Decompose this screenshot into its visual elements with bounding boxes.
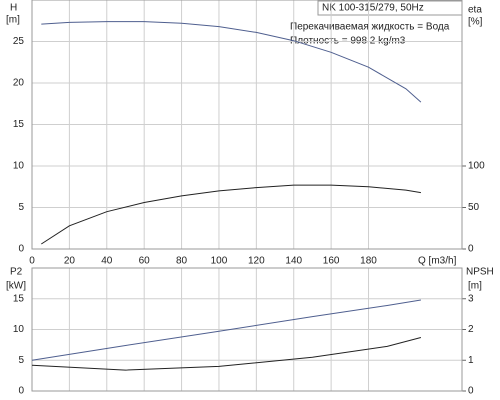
curve	[31, 299, 421, 361]
x-tick-label: 120	[248, 256, 265, 267]
x-tick-label: 100	[211, 256, 228, 267]
y2-tick-label: 0	[468, 244, 474, 255]
y2-tick-label: 0	[468, 386, 474, 397]
x-tick-label: 180	[360, 256, 377, 267]
y-tick-label: 5	[18, 202, 24, 213]
curve	[41, 21, 422, 103]
y-axis-unit: [kW]	[6, 281, 26, 292]
plot-frame	[31, 0, 463, 250]
x-axis-label: Q [m3/h]	[418, 256, 457, 267]
annotation: Перекачиваемая жидкость = Вода	[290, 22, 450, 33]
y2-axis-label: eta	[468, 5, 482, 16]
y2-tick-label: 3	[468, 293, 474, 304]
x-tick-label: 60	[139, 256, 151, 267]
y2-axis-label: NPSH	[466, 267, 494, 278]
chart-title: NK 100-315/279, 50Hz	[322, 3, 424, 14]
y-tick-label: 10	[13, 324, 25, 335]
x-tick-label: 160	[323, 256, 340, 267]
x-tick-label: 80	[176, 256, 188, 267]
y2-tick-label: 50	[468, 202, 480, 213]
y-tick-label: 0	[18, 244, 24, 255]
y-axis-label: H	[10, 3, 17, 14]
x-tick-label: 40	[101, 256, 113, 267]
y2-axis-unit: [m]	[468, 281, 482, 292]
y-tick-label: 15	[13, 293, 25, 304]
y-tick-label: 20	[13, 78, 25, 89]
y-tick-label: 5	[18, 355, 24, 366]
curve	[41, 184, 421, 245]
y-axis-label: P2	[10, 267, 23, 278]
y-tick-label: 15	[13, 119, 25, 130]
x-tick-label: 140	[285, 256, 302, 267]
x-tick-label: 0	[29, 256, 35, 267]
y2-tick-label: 2	[468, 324, 474, 335]
y-tick-label: 25	[13, 36, 25, 47]
y2-tick-label: 1	[468, 355, 474, 366]
y-axis-unit: [m]	[6, 15, 20, 26]
y2-axis-unit: [%]	[468, 17, 483, 28]
curve	[31, 337, 422, 371]
plot-frame	[31, 267, 463, 392]
y-tick-label: 0	[18, 386, 24, 397]
x-tick-label: 20	[64, 256, 76, 267]
y2-tick-label: 100	[468, 161, 485, 172]
y-tick-label: 10	[13, 161, 25, 172]
